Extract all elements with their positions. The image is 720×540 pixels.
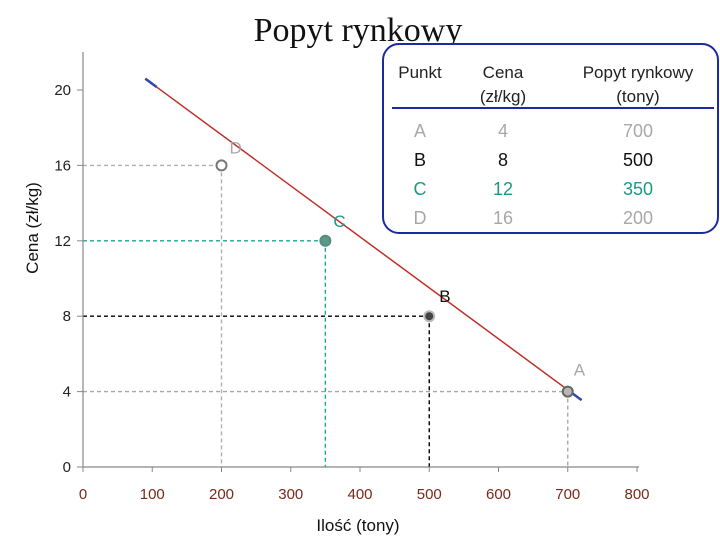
- table-cell-cena: 16: [493, 208, 513, 228]
- point-B: [423, 310, 436, 323]
- x-tick-label: 200: [209, 486, 234, 503]
- point-C: [319, 234, 332, 247]
- table-cell-popyt: 500: [623, 150, 653, 170]
- point-label-C: C: [333, 212, 345, 231]
- y-tick-label: 4: [63, 384, 71, 401]
- table-cell-popyt: 350: [623, 179, 653, 199]
- x-tick-label: 300: [278, 486, 303, 503]
- demand-line: [144, 78, 583, 401]
- x-tick-label: 700: [555, 486, 580, 503]
- table-header-cell: (tony): [616, 87, 659, 106]
- y-tick-label: 0: [63, 459, 71, 476]
- table-header-cell: (zł/kg): [480, 87, 526, 106]
- table-cell-punkt: A: [414, 121, 426, 141]
- point-D: [215, 159, 228, 172]
- table-cell-popyt: 700: [623, 121, 653, 141]
- table-cell-punkt: D: [414, 208, 427, 228]
- point-label-B: B: [439, 287, 450, 306]
- demand-line-start-cap: [144, 77, 158, 88]
- table-cell-punkt: B: [414, 150, 426, 170]
- x-tick-label: 800: [624, 486, 649, 503]
- x-tick-label: 0: [79, 486, 87, 503]
- x-tick-label: 600: [486, 486, 511, 503]
- y-tick-label: 20: [54, 82, 71, 99]
- table-header-cell: Punkt: [398, 63, 442, 82]
- point-A: [561, 385, 574, 398]
- x-axis-title: Ilość (tony): [316, 516, 399, 535]
- table-cell-cena: 8: [498, 150, 508, 170]
- y-axis-title: Cena (zł/kg): [23, 182, 42, 274]
- x-tick-label: 500: [417, 486, 442, 503]
- table-header-cell: Cena: [483, 63, 524, 82]
- table-cell-popyt: 200: [623, 208, 653, 228]
- point-label-D: D: [230, 138, 242, 157]
- y-tick-label: 16: [54, 157, 71, 174]
- point-label-A: A: [574, 361, 586, 380]
- x-tick-label: 100: [140, 486, 165, 503]
- table-cell-cena: 12: [493, 179, 513, 199]
- table-cell-cena: 4: [498, 121, 508, 141]
- table-header-cell: Popyt rynkowy: [583, 63, 694, 82]
- y-tick-label: 8: [63, 308, 71, 325]
- chart-title: Popyt rynkowy: [254, 12, 463, 49]
- table-panel: [382, 43, 719, 234]
- y-tick-label: 12: [54, 233, 71, 250]
- x-tick-label: 400: [347, 486, 372, 503]
- table-cell-punkt: C: [414, 179, 427, 199]
